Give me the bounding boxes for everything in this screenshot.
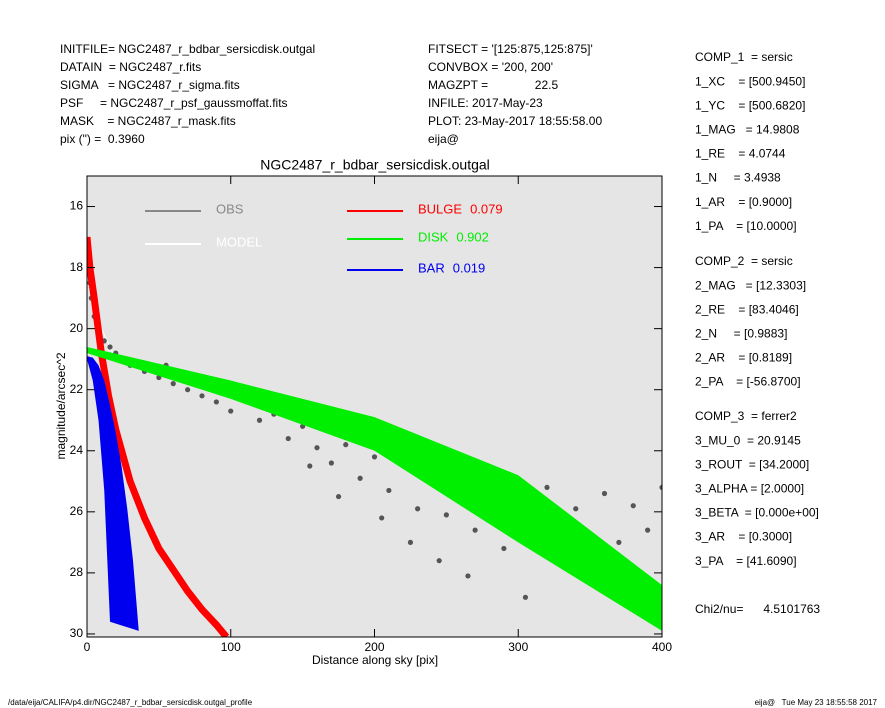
x-tick-label: 400 <box>652 640 672 654</box>
y-tick-label: 28 <box>70 565 84 579</box>
parameter-line: 1_XC = [500.9450] <box>695 74 805 88</box>
header-line: SIGMA = NGC2487_r_sigma.fits <box>60 78 240 92</box>
parameter-line: Chi2/nu= 4.5101763 <box>695 602 820 616</box>
parameter-line: 3_PA = [41.6090] <box>695 554 797 568</box>
header-line: INITFILE= NGC2487_r_bdbar_sersicdisk.out… <box>60 42 315 56</box>
legend-label: DISK <box>418 229 449 244</box>
parameter-line: COMP_3 = ferrer2 <box>695 409 797 423</box>
legend-fraction: 0.019 <box>453 260 486 275</box>
header-line: PLOT: 23-May-2017 18:55:58.00 <box>428 114 602 128</box>
chart-title: NGC2487_r_bdbar_sersicdisk.outgal <box>260 157 490 173</box>
parameter-line: 1_MAG = 14.9808 <box>695 122 800 136</box>
obs-point <box>185 387 191 393</box>
header-line: INFILE: 2017-May-23 <box>428 96 543 110</box>
obs-point <box>436 558 442 564</box>
obs-point <box>616 539 622 545</box>
legend-label: BULGE <box>418 201 462 216</box>
y-tick-label: 26 <box>70 504 84 518</box>
parameter-line: 2_MAG = [12.3303] <box>695 278 806 292</box>
parameter-line: 2_AR = [0.8189] <box>695 351 792 365</box>
obs-point <box>415 506 421 512</box>
obs-point <box>314 445 320 451</box>
obs-point <box>256 417 263 423</box>
parameter-line: 3_MU_0 = 20.9145 <box>695 433 801 447</box>
header-line: PSF = NGC2487_r_psf_gaussmoffat.fits <box>60 96 288 110</box>
parameter-line: 3_ALPHA = [2.0000] <box>695 481 804 495</box>
legend-label: OBS <box>216 201 244 216</box>
obs-point <box>199 393 205 399</box>
obs-point <box>443 512 449 518</box>
y-tick-label: 24 <box>70 443 84 457</box>
header-line: MAGZPT = 22.5 <box>428 78 558 92</box>
obs-point <box>379 515 385 521</box>
y-tick-label: 16 <box>70 199 84 213</box>
legend-label: BAR <box>418 260 445 275</box>
y-tick-label: 20 <box>70 321 84 335</box>
obs-point <box>343 442 349 448</box>
x-tick-label: 100 <box>221 640 241 654</box>
obs-point <box>522 594 529 600</box>
parameter-line: 3_ROUT = [34.2000] <box>695 457 809 471</box>
y-tick-label: 30 <box>70 626 84 640</box>
component-band <box>87 356 139 631</box>
y-tick-label: 22 <box>70 382 84 396</box>
header-line: FITSECT = '[125:875,125:875]' <box>428 42 593 56</box>
obs-point <box>228 408 234 414</box>
x-tick-label: 300 <box>508 640 528 654</box>
header-line: eija@ <box>428 132 459 146</box>
header-line: DATAIN = NGC2487_r.fits <box>60 60 201 74</box>
parameter-line: 2_PA = [-56.8700] <box>695 375 801 389</box>
obs-point <box>465 573 471 579</box>
y-tick-label: 18 <box>70 260 84 274</box>
parameter-line: 1_RE = 4.0744 <box>695 147 786 161</box>
header-line: pix (") = 0.3960 <box>60 132 145 146</box>
parameter-line: 1_AR = [0.9000] <box>695 195 792 209</box>
header-line: CONVBOX = '200, 200' <box>428 60 553 74</box>
obs-point <box>386 487 392 494</box>
parameter-line: 2_N = [0.9883] <box>695 326 787 340</box>
parameter-line: 1_PA = [10.0000] <box>695 219 797 233</box>
header-line: MASK = NGC2487_r_mask.fits <box>60 114 236 128</box>
obs-point <box>407 539 414 545</box>
parameter-line: 3_AR = [0.3000] <box>695 530 792 544</box>
x-tick-label: 200 <box>364 640 384 654</box>
plot-marks <box>87 236 662 637</box>
obs-point <box>472 527 478 533</box>
legend-label: MODEL <box>216 234 262 249</box>
footer-path: /data/eija/CALIFA/p4.dir/NGC2487_r_bdbar… <box>8 698 253 707</box>
obs-point <box>501 545 507 552</box>
obs-point <box>328 460 334 466</box>
parameter-line: COMP_2 = sersic <box>695 254 793 268</box>
parameter-line: 1_N = 3.4938 <box>695 171 781 185</box>
legend-fraction: 0.079 <box>470 201 503 216</box>
obs-point <box>107 344 113 350</box>
legend-fraction: 0.902 <box>456 229 489 244</box>
obs-point <box>645 527 651 533</box>
obs-point <box>285 435 291 442</box>
x-axis-label: Distance along sky [pix] <box>312 653 438 667</box>
parameter-line: COMP_1 = sersic <box>695 50 793 64</box>
obs-point <box>601 490 608 497</box>
parameter-line: 2_RE = [83.4046] <box>695 302 799 316</box>
series-line <box>87 236 230 637</box>
obs-point <box>544 484 550 491</box>
parameter-line: 3_BETA = [0.000e+00] <box>695 506 819 520</box>
obs-point <box>659 484 662 491</box>
footer-date: eija@ Tue May 23 18:55:58 2017 <box>755 698 878 707</box>
obs-point <box>335 493 342 500</box>
obs-point <box>213 399 219 405</box>
parameter-line: 1_YC = [500.6820] <box>695 98 805 112</box>
obs-point <box>357 475 363 481</box>
x-tick-label: 0 <box>84 640 91 654</box>
y-axis-label: magnitude/arcsec^2 <box>54 352 68 459</box>
obs-point <box>170 381 176 387</box>
obs-point <box>371 454 378 460</box>
obs-point <box>630 503 636 509</box>
obs-point <box>573 506 579 512</box>
obs-point <box>307 463 313 469</box>
